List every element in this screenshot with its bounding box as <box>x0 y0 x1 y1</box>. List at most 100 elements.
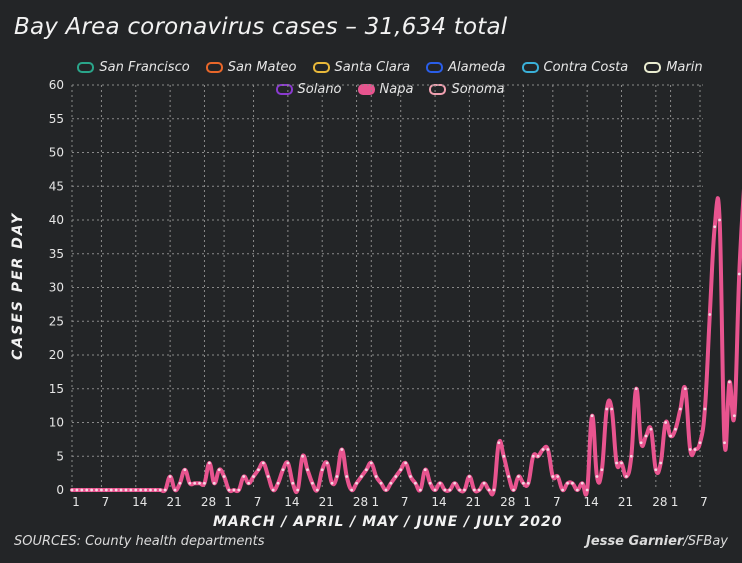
data-point <box>698 441 702 445</box>
data-point <box>134 488 138 492</box>
data-point <box>320 468 324 472</box>
y-tick-label: 0 <box>56 483 64 497</box>
legend-item[interactable]: San Mateo <box>205 58 297 76</box>
legend-label: San Francisco <box>99 59 190 75</box>
data-point <box>674 427 677 431</box>
data-point <box>374 475 378 478</box>
data-point <box>90 488 94 492</box>
data-point <box>688 448 692 451</box>
data-point <box>418 488 422 492</box>
legend-label: Alameda <box>448 59 506 75</box>
x-tick-label: 7 <box>401 495 409 509</box>
data-point <box>713 225 717 229</box>
y-tick-label: 5 <box>56 449 64 463</box>
data-point <box>104 488 108 492</box>
legend-item[interactable]: Contra Costa <box>521 58 629 76</box>
series-line-napa <box>70 188 742 497</box>
data-point <box>203 481 206 485</box>
data-point <box>335 475 339 478</box>
data-point <box>433 488 437 492</box>
credit-author: Jesse Garnier <box>586 534 684 549</box>
data-point <box>683 387 687 391</box>
x-tick-label: 7 <box>700 495 708 509</box>
legend-swatch <box>644 61 662 73</box>
legend-item[interactable]: Santa Clara <box>312 58 411 76</box>
data-point <box>737 272 741 276</box>
data-point <box>168 475 172 478</box>
data-point <box>306 468 309 472</box>
data-point <box>409 475 412 478</box>
data-point <box>261 461 265 465</box>
x-tick-label: 1 <box>671 495 679 509</box>
data-point <box>154 488 157 492</box>
data-point <box>158 488 162 492</box>
legend-item[interactable]: Marin <box>644 58 703 76</box>
x-tick-label: 1 <box>224 495 232 509</box>
data-point <box>453 481 457 485</box>
data-point <box>463 488 466 492</box>
data-point <box>556 475 560 478</box>
data-point <box>207 461 211 465</box>
data-point <box>615 461 618 465</box>
x-tick-label: 21 <box>618 495 633 509</box>
data-point <box>502 454 506 458</box>
legend-label: Santa Clara <box>334 59 411 75</box>
data-point <box>634 387 638 391</box>
data-point <box>95 488 98 492</box>
data-point <box>428 481 432 485</box>
legend-label: Contra Costa <box>543 59 629 75</box>
data-point <box>678 407 682 411</box>
data-point <box>149 488 152 492</box>
data-point <box>188 481 192 485</box>
data-point <box>364 468 368 472</box>
chart-title: Bay Area coronavirus cases – 31,634 tota… <box>14 14 508 40</box>
data-point <box>325 461 329 465</box>
y-tick-label: 60 <box>49 78 64 92</box>
data-point <box>124 488 128 492</box>
data-point <box>301 454 304 458</box>
y-axis-label: CASES PER DAY <box>10 211 26 360</box>
data-point <box>728 380 731 384</box>
data-point <box>311 481 314 485</box>
data-point <box>654 468 658 472</box>
x-tick-label: 1 <box>371 495 379 509</box>
data-point <box>438 481 442 485</box>
data-point <box>80 488 84 492</box>
y-tick-label: 15 <box>49 382 64 396</box>
data-point <box>70 488 74 492</box>
credit-org: /SFBay <box>683 534 728 549</box>
data-point <box>531 454 535 458</box>
data-point <box>85 488 89 492</box>
legend-swatch <box>357 83 375 95</box>
data-point <box>276 481 280 485</box>
data-point <box>551 475 555 478</box>
data-point <box>600 468 604 472</box>
data-point <box>458 488 461 492</box>
y-tick-label: 35 <box>49 247 64 261</box>
y-tick-label: 10 <box>49 416 64 430</box>
data-point <box>315 488 319 492</box>
legend-swatch <box>521 61 539 73</box>
data-point <box>75 488 79 492</box>
y-tick-label: 50 <box>49 146 64 160</box>
data-point <box>664 421 668 424</box>
data-point <box>492 488 496 492</box>
data-point <box>139 488 143 492</box>
data-point <box>257 468 260 472</box>
data-point <box>669 434 672 438</box>
data-point <box>404 461 408 465</box>
x-tick-label: 7 <box>553 495 561 509</box>
data-point <box>561 488 565 492</box>
data-point <box>566 481 569 485</box>
data-point <box>443 488 447 492</box>
legend-item[interactable]: Alameda <box>426 58 506 76</box>
data-point <box>173 488 177 492</box>
data-point <box>119 488 123 492</box>
legend-item[interactable]: San Francisco <box>77 58 190 76</box>
data-point <box>217 468 221 472</box>
x-tick-label: 21 <box>166 495 181 509</box>
data-point <box>472 488 476 492</box>
data-point <box>394 475 398 478</box>
data-point <box>129 488 133 492</box>
x-tick-label: 14 <box>431 495 446 509</box>
